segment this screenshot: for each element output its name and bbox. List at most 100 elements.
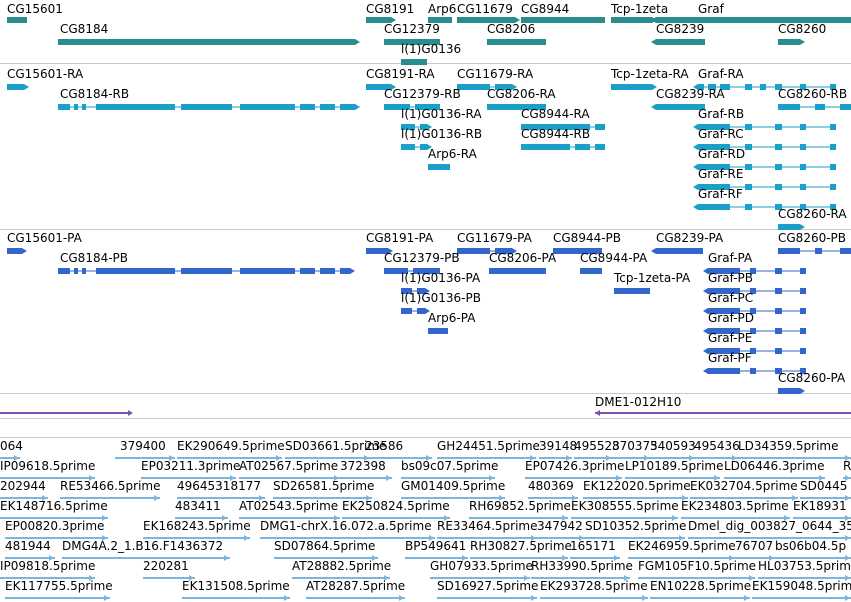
exon-block[interactable] bbox=[595, 124, 605, 130]
exon-block[interactable] bbox=[830, 204, 836, 210]
clone-label[interactable]: DME1-012H10 bbox=[595, 395, 682, 409]
est-feature[interactable] bbox=[437, 597, 537, 599]
transcript-label[interactable]: CG8184-RB bbox=[60, 87, 130, 101]
exon-block[interactable] bbox=[420, 124, 427, 130]
est-label[interactable]: DMG1-chrX.16.072.a.5prime bbox=[260, 519, 432, 533]
est-feature[interactable] bbox=[62, 557, 230, 559]
est-label[interactable]: HL03753.5prime bbox=[758, 559, 851, 573]
gene-feature[interactable] bbox=[7, 17, 27, 23]
transcript-label[interactable]: Tcp-1zeta-RA bbox=[611, 67, 689, 81]
transcript-label[interactable]: CG8191-RA bbox=[366, 67, 435, 81]
est-feature[interactable] bbox=[525, 477, 622, 479]
est-feature[interactable] bbox=[5, 597, 110, 599]
clone-feature[interactable] bbox=[595, 412, 851, 414]
gene-feature[interactable] bbox=[656, 17, 851, 23]
exon-block[interactable] bbox=[775, 308, 782, 314]
exon-block[interactable] bbox=[82, 268, 86, 274]
est-label[interactable]: EK117755.5prime bbox=[5, 579, 113, 593]
exon-block[interactable] bbox=[778, 224, 800, 230]
exon-block[interactable] bbox=[800, 164, 806, 170]
est-label[interactable]: AT02567.5prime bbox=[239, 459, 339, 473]
est-label[interactable]: EK293728.5prime bbox=[540, 579, 648, 593]
gene-feature[interactable] bbox=[656, 39, 705, 45]
est-feature[interactable] bbox=[274, 557, 378, 559]
protein-label[interactable]: l(1)G0136-PA bbox=[401, 271, 481, 285]
est-label[interactable]: 23586 bbox=[365, 439, 404, 453]
protein-label[interactable]: CG8260-PB bbox=[778, 231, 847, 245]
exon-block[interactable] bbox=[7, 248, 22, 254]
exon-block[interactable] bbox=[708, 328, 740, 334]
exon-block[interactable] bbox=[489, 268, 546, 274]
exon-block[interactable] bbox=[521, 124, 590, 130]
est-feature[interactable] bbox=[306, 597, 405, 599]
est-feature[interactable] bbox=[143, 537, 250, 539]
transcript-label[interactable]: CG12379-RB bbox=[384, 87, 461, 101]
exon-block[interactable] bbox=[778, 104, 800, 110]
est-feature[interactable] bbox=[430, 577, 530, 579]
exon-block[interactable] bbox=[800, 124, 806, 130]
gene-label[interactable]: CG11679 bbox=[457, 2, 513, 16]
exon-block[interactable] bbox=[800, 84, 806, 90]
est-feature[interactable] bbox=[260, 537, 435, 539]
exon-block[interactable] bbox=[320, 268, 335, 274]
exon-block[interactable] bbox=[415, 104, 440, 110]
est-label[interactable]: 39148 bbox=[539, 439, 578, 453]
est-label[interactable]: SD16927.5prime bbox=[437, 579, 539, 593]
exon-block[interactable] bbox=[595, 144, 605, 150]
exon-block[interactable] bbox=[750, 348, 756, 354]
gene-label[interactable]: CG8184 bbox=[60, 22, 109, 36]
exon-block[interactable] bbox=[708, 268, 740, 274]
protein-label[interactable]: CG8944-PA bbox=[580, 251, 648, 265]
est-label[interactable]: 49645318177 bbox=[177, 479, 261, 493]
exon-block[interactable] bbox=[708, 308, 740, 314]
exon-block[interactable] bbox=[815, 104, 825, 110]
exon-block[interactable] bbox=[417, 308, 425, 314]
protein-label[interactable]: CG8260-PA bbox=[778, 371, 846, 385]
est-label[interactable]: SD26581.5prime bbox=[273, 479, 375, 493]
est-label[interactable]: LD34359.5prime bbox=[738, 439, 839, 453]
transcript-label[interactable]: Graf-RB bbox=[698, 107, 745, 121]
exon-block[interactable] bbox=[428, 164, 450, 170]
transcript-label[interactable]: Graf-RC bbox=[698, 127, 744, 141]
exon-block[interactable] bbox=[720, 84, 730, 90]
est-feature[interactable] bbox=[437, 537, 537, 539]
est-feature[interactable] bbox=[175, 517, 228, 519]
est-label[interactable]: bs09c07.5prime bbox=[401, 459, 499, 473]
est-label[interactable]: EN10228.5prime bbox=[650, 579, 752, 593]
est-label[interactable]: 379400 bbox=[120, 439, 166, 453]
exon-block[interactable] bbox=[800, 204, 806, 210]
exon-block[interactable] bbox=[800, 348, 806, 354]
gene-label[interactable]: Tcp-1zeta bbox=[611, 2, 669, 16]
exon-block[interactable] bbox=[840, 248, 851, 254]
exon-block[interactable] bbox=[775, 124, 782, 130]
exon-block[interactable] bbox=[417, 288, 425, 294]
exon-block[interactable] bbox=[800, 288, 806, 294]
est-feature[interactable] bbox=[292, 577, 390, 579]
transcript-label[interactable]: CG15601-RA bbox=[7, 67, 84, 81]
gene-feature[interactable] bbox=[401, 59, 427, 65]
exon-block[interactable] bbox=[58, 268, 70, 274]
exon-block[interactable] bbox=[775, 144, 782, 150]
exon-block[interactable] bbox=[775, 368, 782, 374]
exon-block[interactable] bbox=[830, 144, 836, 150]
exon-block[interactable] bbox=[775, 268, 782, 274]
est-label[interactable]: AT28287.5prime bbox=[306, 579, 406, 593]
est-label[interactable]: 165171 bbox=[570, 539, 616, 553]
exon-block[interactable] bbox=[384, 104, 410, 110]
exon-block[interactable] bbox=[58, 104, 70, 110]
est-label[interactable]: EK308555.5prime bbox=[571, 499, 679, 513]
exon-block[interactable] bbox=[800, 308, 806, 314]
est-label[interactable]: BP549641 bbox=[405, 539, 467, 553]
exon-block[interactable] bbox=[300, 104, 315, 110]
est-feature[interactable] bbox=[775, 557, 851, 559]
exon-block[interactable] bbox=[750, 288, 756, 294]
exon-block[interactable] bbox=[745, 184, 752, 190]
exon-block[interactable] bbox=[778, 248, 800, 254]
gene-feature[interactable] bbox=[384, 39, 440, 45]
est-feature[interactable] bbox=[612, 457, 650, 459]
exon-block[interactable] bbox=[775, 328, 782, 334]
est-feature[interactable] bbox=[177, 457, 282, 459]
transcript-label[interactable]: CG8944-RA bbox=[521, 107, 590, 121]
est-label[interactable]: RH33990.5prime bbox=[531, 559, 633, 573]
protein-label[interactable]: Tcp-1zeta-PA bbox=[614, 271, 691, 285]
